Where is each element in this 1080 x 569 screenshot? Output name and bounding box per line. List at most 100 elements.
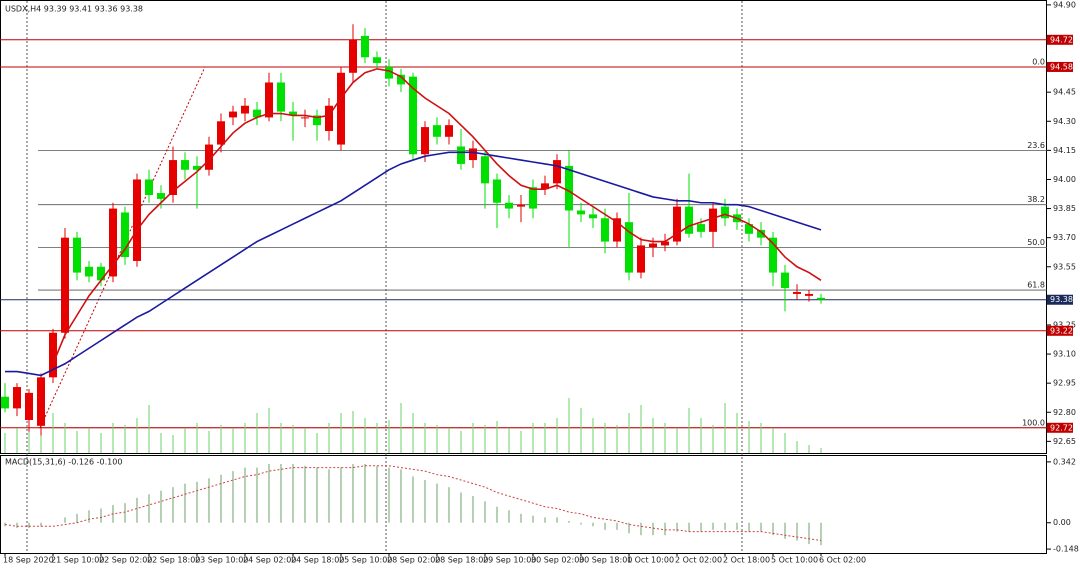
candle-body <box>529 187 537 209</box>
candle-body <box>1 396 9 409</box>
price-box-label: 93.22 <box>1050 326 1073 335</box>
candle-body <box>649 243 657 248</box>
candle-body <box>505 202 513 209</box>
price-box-label: 94.58 <box>1050 62 1073 71</box>
candle-body <box>757 229 765 238</box>
candle-body <box>625 222 633 273</box>
y-tick-label: 92.80 <box>1053 408 1076 417</box>
candle-body <box>337 72 345 145</box>
fib-label: 61.8 <box>1027 281 1045 290</box>
candle-body <box>769 237 777 273</box>
candle-body <box>157 193 165 199</box>
candle-body <box>685 206 693 234</box>
price-box <box>1047 34 1073 45</box>
main-panel-frame <box>0 0 1047 454</box>
candle-body <box>817 297 825 300</box>
chart-title: USDX,H4 93.39 93.41 93.36 93.38 <box>5 5 143 14</box>
y-tick-label: 94.30 <box>1053 117 1076 126</box>
x-tick-label: 29 Sep 10:00 <box>483 556 536 565</box>
candle-body <box>601 218 609 242</box>
y-tick-label: 92.95 <box>1053 379 1076 388</box>
price-box-label: 93.38 <box>1050 295 1073 304</box>
candle-body <box>97 266 105 281</box>
candle-body <box>181 160 189 170</box>
fib-label: 0.0 <box>1032 57 1045 66</box>
x-tick-label: 1 Oct 10:00 <box>627 556 674 565</box>
candle-body <box>25 392 33 421</box>
x-tick-label: 18 Sep 2020 <box>3 556 54 565</box>
candle-body <box>697 224 705 232</box>
x-tick-label: 24 Sep 02:00 <box>243 556 296 565</box>
candle-body <box>589 214 597 219</box>
y-tick-label: 93.55 <box>1053 262 1076 271</box>
price-box <box>1047 422 1073 433</box>
candle-body <box>253 109 261 118</box>
candle-body <box>121 212 129 258</box>
y-tick-label: 93.70 <box>1053 233 1076 242</box>
x-tick-label: 21 Sep 10:00 <box>51 556 104 565</box>
moving-average <box>52 68 822 365</box>
fib-label: 23.6 <box>1027 141 1045 150</box>
candle-body <box>49 332 57 378</box>
candle-body <box>205 144 213 170</box>
candle-body <box>313 115 321 126</box>
y-tick-label: 93.10 <box>1053 350 1076 359</box>
price-box <box>1047 61 1073 72</box>
candle-body <box>493 179 501 203</box>
candle-body <box>781 272 789 289</box>
candle-body <box>169 160 177 195</box>
candle-body <box>469 148 477 161</box>
candle-body <box>349 39 357 73</box>
x-tick-label: 2 Oct 18:00 <box>723 556 770 565</box>
price-box <box>1047 325 1073 336</box>
candle-body <box>613 218 621 242</box>
candle-body <box>421 127 429 155</box>
candle-body <box>397 74 405 85</box>
candle-body <box>289 111 297 116</box>
candle-body <box>217 121 225 145</box>
macd-y-tick-label: 0.342 <box>1053 457 1076 466</box>
x-tick-label: 30 Sep 18:00 <box>579 556 632 565</box>
x-tick-label: 6 Oct 02:00 <box>819 556 866 565</box>
x-tick-label: 2 Oct 02:00 <box>675 556 722 565</box>
candle-body <box>37 377 45 426</box>
candle-body <box>13 387 21 409</box>
y-tick-label: 94.00 <box>1053 175 1076 184</box>
candle-body <box>241 105 249 114</box>
candle-body <box>709 208 717 232</box>
candle-body <box>265 82 273 118</box>
x-tick-label: 30 Sep 02:00 <box>531 556 584 565</box>
candle-body <box>637 245 645 273</box>
x-tick-label: 28 Sep 02:00 <box>387 556 440 565</box>
candle-body <box>433 125 441 137</box>
candle-body <box>481 156 489 184</box>
x-tick-label: 23 Sep 10:00 <box>195 556 248 565</box>
candle-body <box>793 291 801 294</box>
candle-body <box>373 57 381 64</box>
price-box <box>1047 294 1073 305</box>
moving-average <box>5 151 822 377</box>
candle-body <box>85 266 93 277</box>
candle-body <box>553 160 561 184</box>
macd-y-tick-label: -0.148 <box>1053 545 1079 554</box>
candle-body <box>805 293 813 296</box>
candle-body <box>73 237 81 273</box>
macd-title: MACD(15,31,6) -0.126 -0.100 <box>5 458 122 467</box>
x-tick-label: 22 Sep 02:00 <box>99 556 152 565</box>
candle-body <box>193 165 201 170</box>
y-tick-label: 92.65 <box>1053 437 1076 446</box>
candle-body <box>133 179 141 261</box>
y-tick-label: 93.25 <box>1053 320 1076 329</box>
fib-label: 100.0 <box>1022 418 1045 427</box>
candle-body <box>325 105 333 131</box>
candle-body <box>277 82 285 112</box>
candle-body <box>565 165 573 211</box>
candle-body <box>409 76 417 155</box>
x-tick-label: 25 Sep 10:00 <box>339 556 392 565</box>
macd-y-tick-label: 0.00 <box>1053 518 1071 527</box>
x-tick-label: 5 Oct 10:00 <box>771 556 818 565</box>
candle-body <box>541 183 549 190</box>
y-tick-label: 94.90 <box>1053 0 1076 9</box>
candle-body <box>745 224 753 234</box>
